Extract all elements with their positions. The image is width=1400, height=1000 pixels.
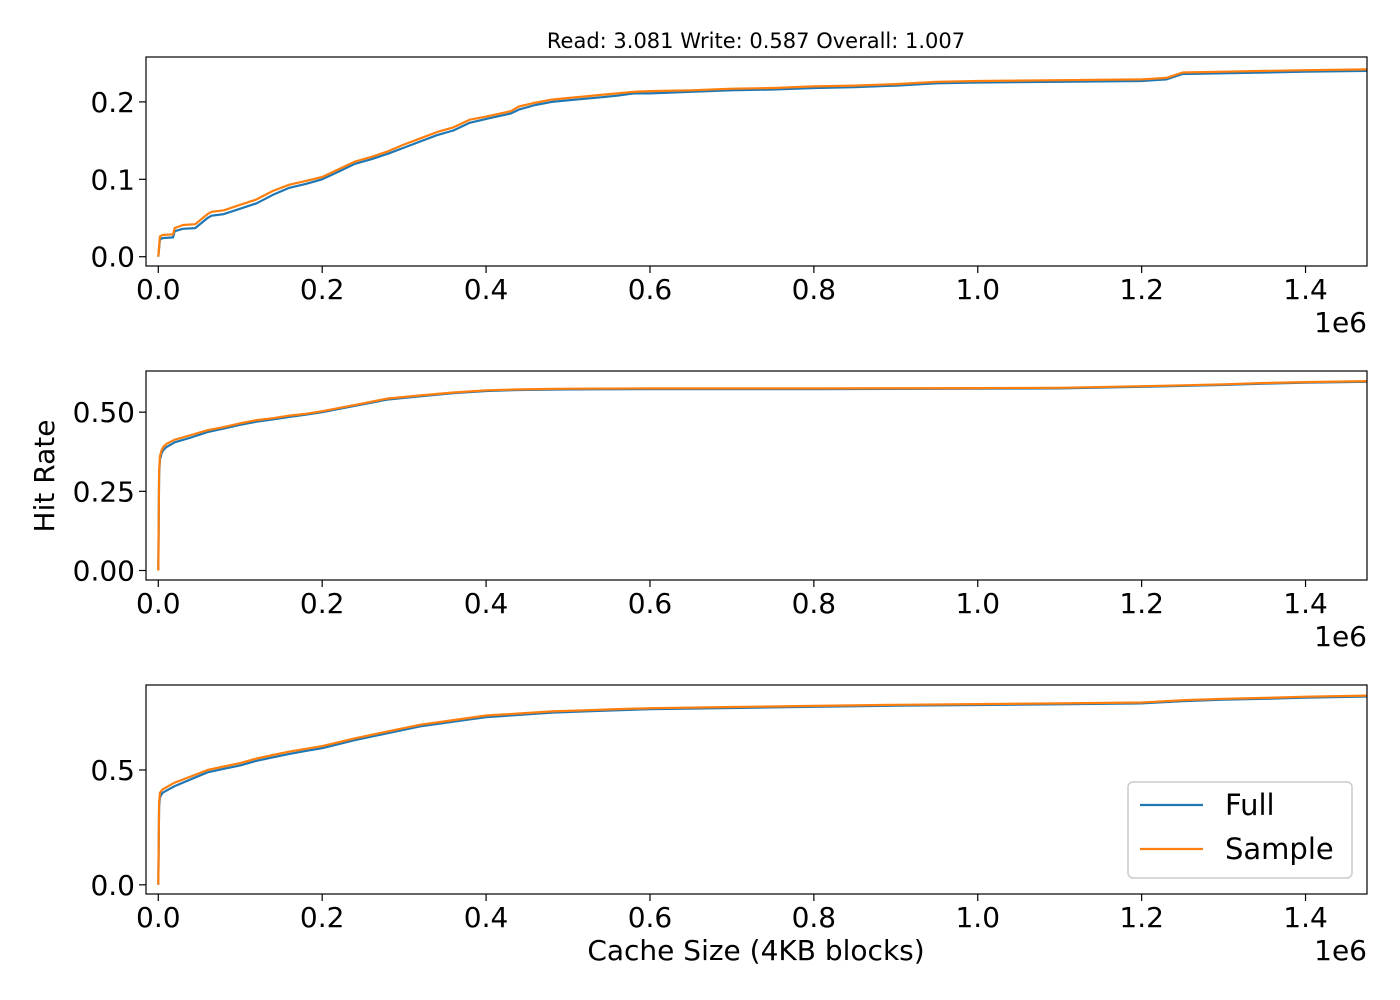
series-line-sample: [157, 694, 1367, 885]
x-tick-label: 0.6: [628, 901, 673, 934]
legend-label-full: Full: [1225, 788, 1275, 822]
y-tick-label: 0.1: [90, 163, 135, 196]
x-tick-label: 1.4: [1283, 273, 1328, 306]
series-line-full: [157, 69, 1367, 257]
legend: Full Sample: [1127, 781, 1353, 879]
x-tick-label: 0.6: [628, 273, 673, 306]
x-tick-label: 0.4: [464, 273, 509, 306]
x-tick-label: 1.0: [955, 273, 1000, 306]
legend-label-sample: Sample: [1225, 832, 1334, 866]
x-offset-label: 1e6: [1314, 934, 1367, 967]
y-tick-label: 0.25: [73, 475, 135, 508]
chart-title: Read: 3.081 Write: 0.587 Overall: 1.007: [547, 29, 965, 53]
plot-frame: [145, 684, 1368, 895]
y-tick-label: 0.2: [90, 86, 135, 119]
overall-panel: 0.0 0.2 0.4 0.6 0.8 1.0 1.2 1.4 0.0 0.5 1e6: [90, 684, 1368, 967]
y-tick-label: 0.0: [90, 869, 135, 902]
x-tick-label: 0.6: [628, 587, 673, 620]
x-tick-label: 1.0: [955, 587, 1000, 620]
x-tick-label: 0.4: [464, 901, 509, 934]
x-tick-label: 1.4: [1283, 901, 1328, 934]
x-tick-label: 0.8: [792, 587, 837, 620]
series-line-sample: [157, 68, 1367, 257]
x-axis-label: Cache Size (4KB blocks): [587, 934, 924, 967]
read-panel: 0.0 0.2 0.4 0.6 0.8 1.0 1.2 1.4 0.0 0.1 0.2 1e6: [90, 56, 1368, 339]
y-tick-label: 0.5: [90, 754, 135, 787]
x-tick-label: 0.0: [136, 273, 181, 306]
x-tick-label: 0.2: [300, 273, 345, 306]
x-tick-label: 0.0: [136, 587, 181, 620]
y-axis-label: Hit Rate: [28, 420, 61, 533]
y-tick-label: 0.50: [73, 396, 135, 429]
x-tick-label: 0.2: [300, 587, 345, 620]
x-tick-label: 0.4: [464, 587, 509, 620]
plot-frame: [145, 370, 1368, 581]
write-panel: 0.0 0.2 0.4 0.6 0.8 1.0 1.2 1.4 0.00 0.25 0.50 1e6: [73, 370, 1368, 653]
plot-frame: [145, 56, 1368, 267]
x-tick-label: 0.0: [136, 901, 181, 934]
x-tick-label: 0.2: [300, 901, 345, 934]
x-offset-label: 1e6: [1314, 620, 1367, 653]
x-tick-label: 1.2: [1119, 901, 1164, 934]
x-tick-label: 1.4: [1283, 587, 1328, 620]
series-line-sample: [157, 380, 1367, 571]
x-tick-label: 1.2: [1119, 273, 1164, 306]
x-tick-label: 1.0: [955, 901, 1000, 934]
x-tick-label: 0.8: [792, 901, 837, 934]
y-tick-label: 0.00: [73, 555, 135, 588]
x-tick-label: 0.8: [792, 273, 837, 306]
x-offset-label: 1e6: [1314, 306, 1367, 339]
y-tick-label: 0.0: [90, 241, 135, 274]
x-tick-label: 1.2: [1119, 587, 1164, 620]
